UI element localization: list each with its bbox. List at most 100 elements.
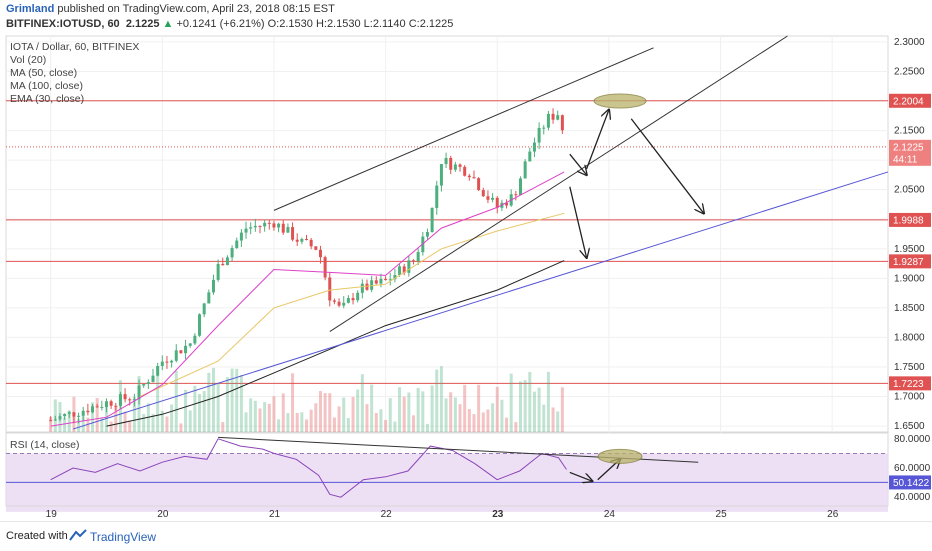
candle-body[interactable] (505, 202, 509, 206)
trend-line[interactable] (72, 171, 889, 430)
candle-body[interactable] (472, 177, 476, 179)
candle-body[interactable] (356, 292, 360, 301)
candle-body[interactable] (253, 225, 257, 228)
candle-body[interactable] (118, 394, 122, 406)
candle-body[interactable] (123, 394, 127, 400)
candle-body[interactable] (542, 127, 546, 129)
candle-body[interactable] (198, 314, 202, 336)
candle-body[interactable] (132, 399, 136, 401)
candle-body[interactable] (91, 406, 95, 413)
candle-body[interactable] (291, 227, 295, 240)
candle-body[interactable] (67, 412, 71, 414)
candle-body[interactable] (244, 228, 248, 233)
candle-body[interactable] (444, 157, 448, 165)
candle-body[interactable] (109, 401, 113, 406)
candle-body[interactable] (477, 178, 481, 191)
candle-body[interactable] (374, 280, 378, 284)
candle-body[interactable] (430, 207, 434, 233)
candle-body[interactable] (77, 415, 81, 417)
candle-body[interactable] (337, 301, 341, 306)
candle-body[interactable] (314, 246, 318, 250)
candle-body[interactable] (532, 142, 536, 152)
candle-body[interactable] (281, 223, 285, 233)
candle-body[interactable] (239, 232, 243, 241)
candle-body[interactable] (95, 406, 99, 408)
candle-body[interactable] (53, 419, 57, 421)
rsi-projection-arrow[interactable] (569, 471, 592, 481)
projection-arrow[interactable] (630, 118, 704, 214)
candle-body[interactable] (170, 360, 174, 363)
candle-body[interactable] (100, 407, 104, 409)
rsi-pane[interactable] (5, 432, 889, 512)
candle-body[interactable] (449, 157, 453, 170)
candle-body[interactable] (267, 222, 271, 224)
candle-body[interactable] (263, 222, 267, 227)
candle-body[interactable] (458, 164, 462, 167)
candle-body[interactable] (49, 420, 53, 422)
candle-body[interactable] (416, 252, 420, 262)
candle-body[interactable] (556, 115, 560, 120)
candle-body[interactable] (151, 375, 155, 383)
candle-body[interactable] (156, 365, 160, 376)
candle-body[interactable] (439, 164, 443, 186)
candle-body[interactable] (309, 239, 313, 247)
candle-body[interactable] (235, 240, 239, 249)
candle-body[interactable] (435, 185, 439, 208)
candle-body[interactable] (277, 223, 281, 228)
author-link[interactable]: Grimland (6, 3, 55, 15)
candle-body[interactable] (453, 164, 457, 170)
candle-body[interactable] (463, 166, 467, 176)
candle-body[interactable] (551, 113, 555, 120)
candle-body[interactable] (81, 410, 85, 416)
candle-body[interactable] (495, 197, 499, 208)
candle-body[interactable] (370, 280, 374, 290)
candle-body[interactable] (412, 260, 416, 262)
candle-body[interactable] (58, 416, 62, 420)
candle-body[interactable] (360, 283, 364, 293)
candle-body[interactable] (384, 278, 388, 280)
candle-body[interactable] (188, 343, 192, 346)
candle-body[interactable] (318, 249, 322, 258)
candle-body[interactable] (137, 385, 141, 400)
candle-body[interactable] (467, 175, 471, 178)
candle-body[interactable] (258, 225, 262, 227)
candle-body[interactable] (184, 345, 188, 354)
candle-body[interactable] (528, 151, 532, 162)
candle-body[interactable] (388, 279, 392, 281)
candle-body[interactable] (305, 238, 309, 240)
rsi-target-ellipse[interactable] (597, 448, 643, 464)
projection-arrow[interactable] (569, 153, 587, 175)
candle-body[interactable] (249, 227, 253, 229)
candle-body[interactable] (342, 302, 346, 306)
candle-body[interactable] (351, 298, 355, 301)
candle-body[interactable] (519, 178, 522, 196)
candle-body[interactable] (407, 260, 411, 273)
candle-body[interactable] (514, 194, 518, 196)
candle-body[interactable] (393, 274, 397, 280)
candle-body[interactable] (546, 113, 550, 128)
candle-body[interactable] (142, 384, 146, 386)
price-pane[interactable] (5, 35, 889, 506)
candle-body[interactable] (491, 197, 495, 200)
trend-line[interactable] (273, 47, 654, 211)
target-ellipse[interactable] (593, 93, 647, 109)
candle-body[interactable] (346, 298, 350, 303)
candle-body[interactable] (86, 410, 90, 413)
chart-canvas[interactable]: 1.6500 1.7000 1.7500 1.8000 1.8500 1.9000 1.95… (0, 0, 932, 521)
trend-line[interactable] (329, 35, 788, 332)
candle-body[interactable] (221, 263, 225, 266)
candle-body[interactable] (425, 232, 429, 237)
candle-body[interactable] (211, 279, 215, 293)
candle-body[interactable] (537, 128, 541, 143)
projection-arrow[interactable] (569, 186, 587, 258)
candle-body[interactable] (398, 266, 402, 275)
candle-body[interactable] (486, 196, 490, 200)
candle-body[interactable] (365, 283, 369, 290)
candle-body[interactable] (328, 277, 332, 301)
candle-body[interactable] (160, 361, 164, 366)
candle-body[interactable] (323, 257, 327, 278)
candle-body[interactable] (146, 382, 150, 385)
candle-body[interactable] (523, 161, 527, 179)
candle-body[interactable] (216, 263, 220, 280)
candle-body[interactable] (202, 303, 206, 315)
